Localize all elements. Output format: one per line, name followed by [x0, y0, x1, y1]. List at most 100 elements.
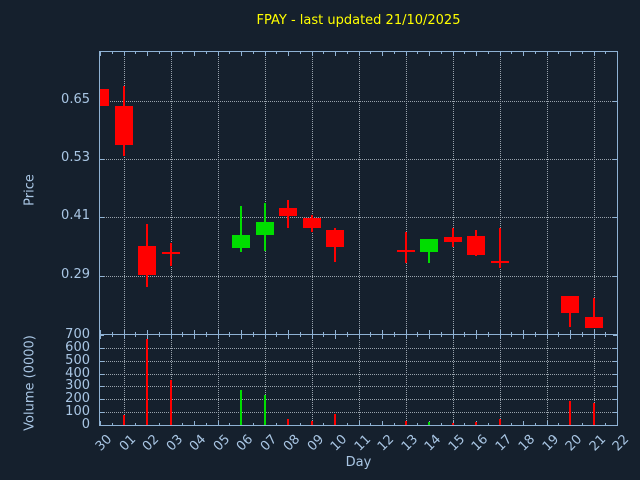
x-tick — [546, 52, 548, 56]
price-tick — [613, 275, 617, 277]
x-tick — [252, 52, 254, 54]
x-tick — [452, 335, 454, 339]
day-gridline — [218, 52, 219, 334]
day-gridline — [218, 335, 219, 425]
candle-01 — [115, 106, 133, 145]
candle-16 — [467, 235, 485, 255]
x-tick — [205, 52, 207, 54]
x-tick — [194, 52, 195, 56]
x-tick — [217, 330, 219, 334]
x-tick — [558, 335, 560, 337]
x-tick — [393, 423, 395, 425]
x-tick — [511, 423, 513, 425]
volume-gridline — [100, 399, 617, 401]
x-tick — [135, 52, 137, 54]
x-tick — [241, 335, 242, 339]
day-gridline — [594, 52, 595, 334]
x-tick — [617, 335, 618, 339]
volume-tick — [613, 386, 617, 388]
x-tick — [123, 335, 125, 339]
volume-tick-label: 200 — [65, 391, 90, 407]
candle-21 — [585, 317, 603, 329]
day-tick-label: 19 — [540, 432, 563, 455]
x-tick — [147, 330, 148, 334]
candle-08 — [279, 207, 297, 216]
x-tick — [100, 335, 101, 339]
x-tick — [417, 332, 419, 334]
x-tick — [111, 52, 113, 54]
x-tick — [511, 332, 513, 334]
x-tick — [511, 52, 513, 54]
x-tick — [135, 423, 137, 425]
x-tick — [147, 52, 148, 56]
day-tick-label: 01 — [117, 432, 140, 455]
candle-06 — [232, 234, 250, 249]
x-tick — [476, 335, 477, 339]
candle-10 — [326, 229, 344, 248]
volume-tick-label: 0 — [81, 417, 90, 432]
x-tick — [323, 335, 325, 337]
x-tick — [205, 335, 207, 337]
volume-bar-02 — [146, 338, 148, 425]
day-gridline — [312, 52, 313, 334]
price-tick-label: 0.29 — [61, 266, 90, 282]
x-tick — [217, 335, 219, 339]
x-tick — [605, 335, 607, 337]
x-tick — [111, 335, 113, 337]
x-tick — [323, 423, 325, 425]
x-tick — [182, 423, 184, 425]
day-gridline — [171, 52, 172, 334]
x-tick — [534, 335, 536, 337]
day-gridline — [359, 52, 360, 334]
x-tick — [429, 52, 430, 56]
volume-tick-label: 500 — [65, 352, 90, 368]
x-tick — [440, 335, 442, 337]
x-tick — [111, 423, 113, 425]
x-tick — [182, 52, 184, 54]
x-tick — [346, 335, 348, 337]
volume-bar-09 — [311, 421, 313, 425]
x-tick — [264, 335, 266, 339]
x-tick — [523, 52, 524, 56]
x-tick — [299, 52, 301, 54]
day-tick-label: 17 — [493, 432, 516, 455]
day-tick-label: 10 — [328, 432, 351, 455]
volume-bar-21 — [593, 402, 595, 425]
x-tick — [170, 335, 172, 339]
x-tick — [417, 335, 419, 337]
x-tick — [523, 335, 524, 339]
x-tick — [158, 332, 160, 334]
x-tick — [605, 423, 607, 425]
x-tick — [335, 52, 336, 56]
price-tick-label: 0.53 — [61, 149, 90, 165]
x-tick — [382, 330, 383, 334]
volume-tick — [100, 373, 104, 375]
volume-bar-06 — [240, 390, 242, 425]
candle-20 — [561, 295, 579, 313]
price-tick — [100, 158, 104, 160]
x-tick — [217, 52, 219, 56]
x-tick — [252, 335, 254, 337]
day-gridline — [406, 335, 407, 425]
x-tick — [346, 332, 348, 334]
x-tick — [581, 335, 583, 337]
price-panel — [99, 51, 618, 335]
day-gridline — [406, 52, 407, 334]
x-tick — [393, 335, 395, 337]
x-tick — [147, 335, 148, 339]
volume-panel — [99, 334, 618, 426]
x-tick — [358, 335, 360, 339]
x-tick — [464, 335, 466, 337]
volume-tick — [613, 412, 617, 414]
x-tick — [511, 335, 513, 337]
x-tick — [241, 330, 242, 334]
volume-gridline — [100, 347, 617, 349]
day-gridline — [124, 335, 125, 425]
x-tick — [558, 423, 560, 425]
x-tick — [429, 330, 430, 334]
day-gridline — [500, 52, 501, 334]
day-gridline — [359, 335, 360, 425]
volume-tick — [100, 335, 104, 336]
x-tick — [335, 330, 336, 334]
